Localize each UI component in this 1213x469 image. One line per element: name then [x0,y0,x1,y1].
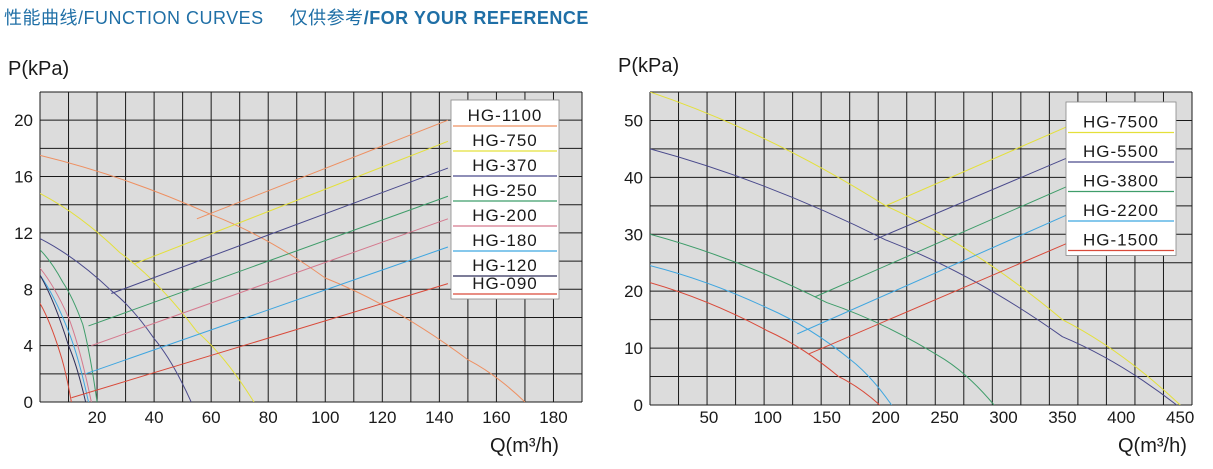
legend-label: HG-250 [472,181,538,200]
series-efficiency-line [873,156,1069,241]
y-tick-label: 40 [624,168,643,187]
series-curve [40,193,255,402]
y-tick-label: 30 [624,225,643,244]
legend-label: HG-3800 [1083,172,1159,191]
x-tick-label: 350 [1048,408,1076,427]
legend: HG-1100 HG-750 HG-370 HG-250 HG-200 HG-180 HG-… [450,99,560,300]
series-curve [40,154,526,402]
y-tick-label: 8 [24,280,33,299]
legend-label: HG-180 [472,231,538,250]
legend-label: HG-200 [472,206,538,225]
series-efficiency-line [797,213,1069,335]
x-tick-label: 140 [425,408,453,427]
x-tick-label: 100 [311,408,339,427]
legend: HG-7500 HG-5500 HG-3800 HG-2200 HG-1500 [1065,101,1177,256]
en-reference-note: /FOR YOUR REFERENCE [363,8,589,28]
x-tick-label: 40 [145,408,164,427]
series-curve [40,249,98,402]
x-axis-label: Q(m³/h) [1118,435,1187,457]
series-curve [40,303,72,402]
legend-label: HG-750 [472,131,538,150]
series-curve [40,274,89,402]
series-curve [650,233,995,405]
series-curve [650,92,1181,405]
x-tick-label: 300 [989,408,1017,427]
series-efficiency-line [85,246,449,375]
chart-2: 0 10 20 30 40 50 50 100 150 200 250 300 350 400 450 P(k… [618,55,1194,457]
x-tick-label: 80 [259,408,278,427]
legend-label: HG-2200 [1083,201,1159,220]
x-tick-label: 60 [202,408,221,427]
y-tick-label: 50 [624,111,643,130]
y-tick-label: 16 [14,168,33,187]
y-tick-label: 20 [14,111,33,130]
legend-label: HG-7500 [1083,113,1159,132]
legend-box [1065,101,1177,256]
series-efficiency-line [88,195,449,327]
legend-label: HG-120 [472,256,538,275]
page-header: 性能曲线/FUNCTION CURVES 仅供参考/FOR YOUR REFERE… [4,4,589,28]
x-tick-label: 120 [368,408,396,427]
y-axis-label: P(kPa) [618,55,679,77]
x-axis-label: Q(m³/h) [490,435,559,457]
y-tick-label: 20 [624,282,643,301]
curves [650,92,1181,405]
cn-reference-note: 仅供参考 [289,8,364,28]
grid [39,91,583,403]
series-efficiency-line [133,140,449,265]
series-efficiency-line [885,125,1069,207]
series-efficiency-line [71,283,449,399]
x-tick-label: 200 [871,408,899,427]
y-tick-label: 12 [14,224,33,243]
legend-label: HG-1500 [1083,231,1159,250]
x-tick-label: 400 [1107,408,1135,427]
x-tick-label: 450 [1166,408,1194,427]
y-tick-label: 4 [24,337,33,356]
x-tick-label: 50 [699,408,718,427]
series-curve [650,265,892,405]
x-tick-label: 180 [539,408,567,427]
series-efficiency-line [196,119,449,220]
x-tick-label: 20 [88,408,107,427]
en-curves-title: /FUNCTION CURVES [78,8,264,28]
y-axis-label: P(kPa) [8,58,69,80]
series-efficiency-line [808,242,1069,355]
y-tick-label: 0 [24,393,33,412]
legend-label: HG-090 [472,274,538,293]
series-curve [40,238,192,402]
chart-1: 0 4 8 12 16 20 20 40 60 80 100 120 140 160 180 P(kPa) Q(… [8,58,583,457]
y-tick-label: 10 [624,339,643,358]
y-tick-label: 0 [634,396,643,415]
x-tick-label: 150 [813,408,841,427]
cn-curves-title: 性能曲线 [4,8,78,28]
series-efficiency-line [814,185,1069,298]
legend-label: HG-1100 [468,106,543,125]
series-curve [40,267,92,402]
series-curve [40,274,87,402]
curves [40,119,526,402]
legend-label: HG-370 [472,156,538,175]
legend-label: HG-5500 [1083,142,1159,161]
x-tick-label: 160 [482,408,510,427]
series-efficiency-line [111,167,449,294]
x-tick-label: 250 [930,408,958,427]
series-efficiency-line [91,218,449,347]
series-curve [650,282,881,405]
legend-box [450,99,560,300]
series-curve [650,148,1177,405]
x-tick-label: 100 [754,408,782,427]
